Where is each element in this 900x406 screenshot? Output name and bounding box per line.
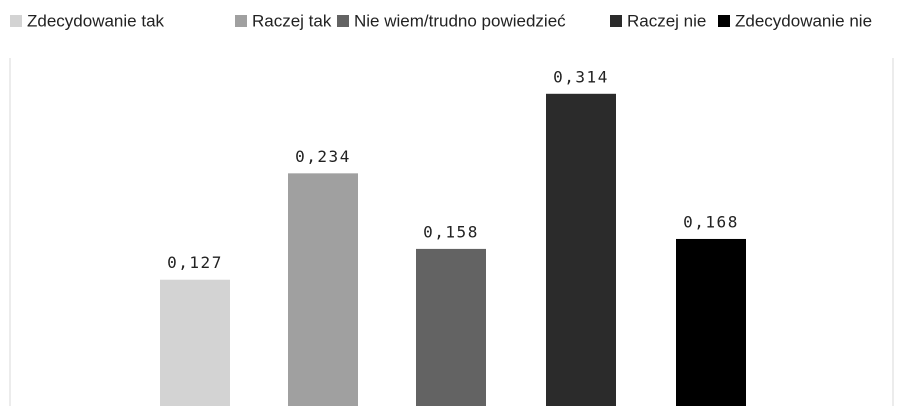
legend-swatch bbox=[337, 15, 349, 27]
legend-label: Zdecydowanie nie bbox=[735, 11, 872, 30]
value-label: 0,314 bbox=[553, 67, 609, 86]
legend-label: Raczej tak bbox=[252, 11, 332, 30]
bar bbox=[676, 238, 746, 406]
bar bbox=[416, 248, 486, 406]
legend-label: Zdecydowanie tak bbox=[27, 11, 165, 30]
legend-swatch bbox=[235, 15, 247, 27]
bar bbox=[288, 173, 358, 406]
value-label: 0,168 bbox=[683, 212, 739, 231]
legend-label: Nie wiem/trudno powiedzieć bbox=[354, 11, 566, 30]
value-label: 0,234 bbox=[295, 147, 351, 166]
bar bbox=[160, 279, 230, 406]
legend-swatch bbox=[10, 15, 22, 27]
legend-swatch bbox=[610, 15, 622, 27]
value-label: 0,158 bbox=[423, 222, 479, 241]
legend-swatch bbox=[718, 15, 730, 27]
value-label: 0,127 bbox=[167, 253, 223, 272]
bar bbox=[546, 93, 616, 406]
legend-label: Raczej nie bbox=[627, 11, 706, 30]
